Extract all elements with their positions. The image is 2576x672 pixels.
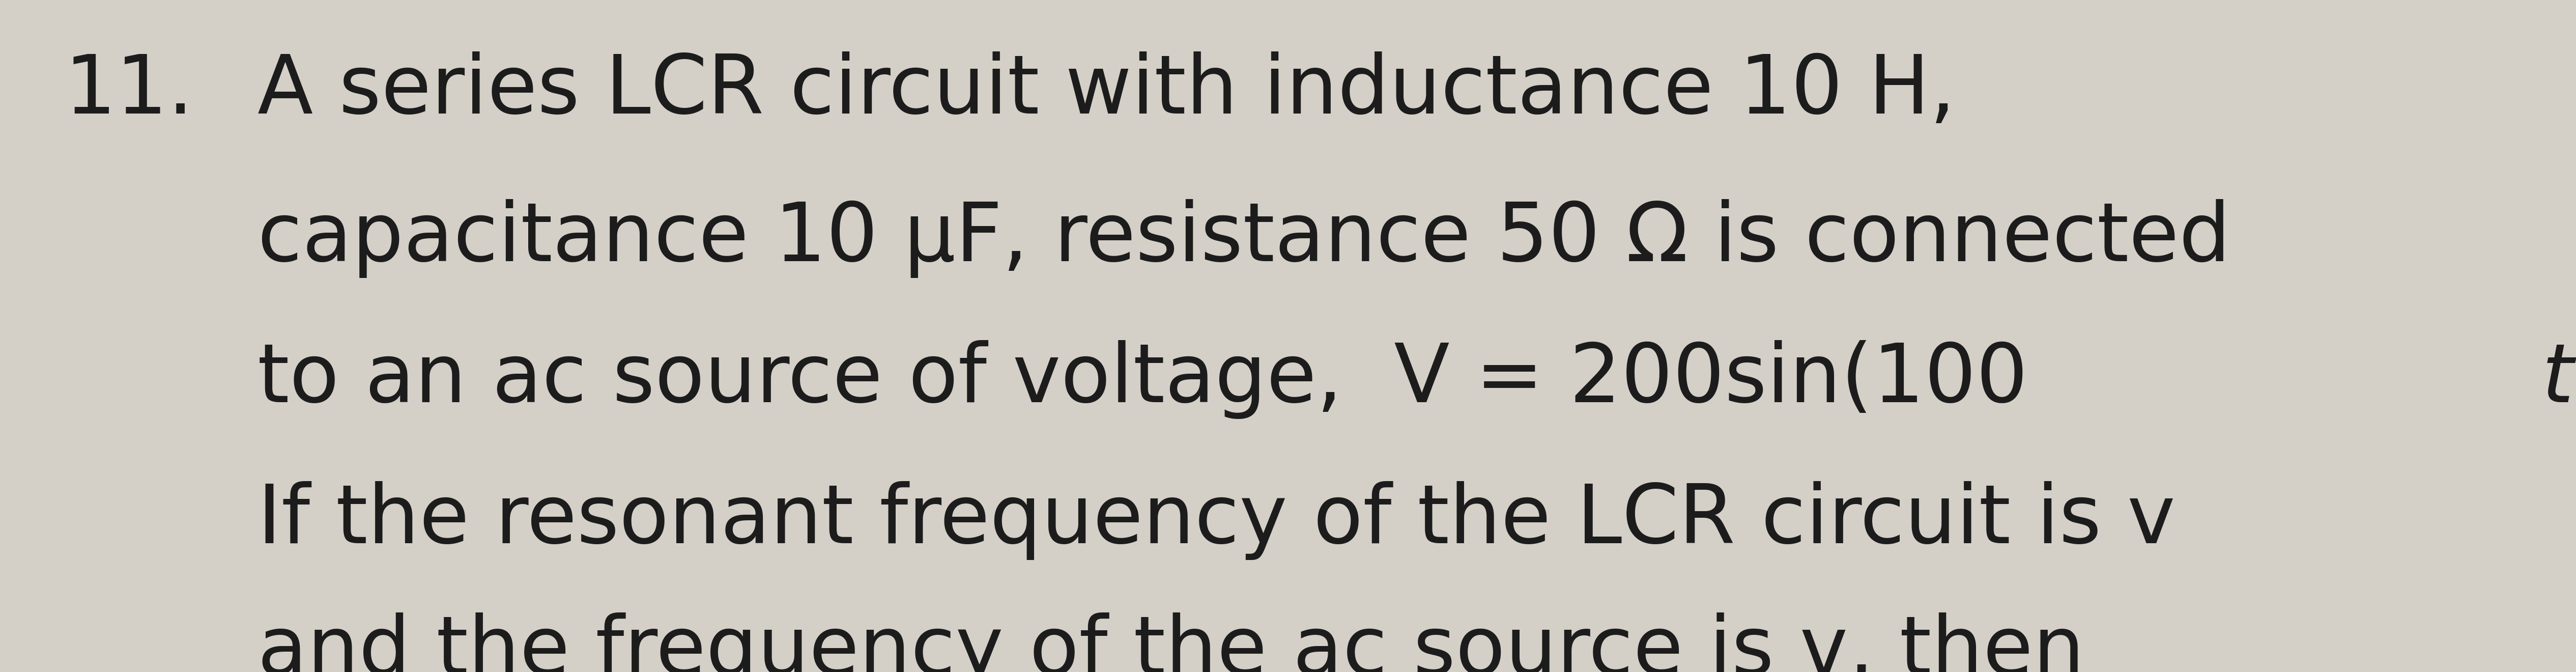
Text: to an ac source of voltage,  V = 200sin(100: to an ac source of voltage, V = 200sin(1… xyxy=(258,340,2027,419)
Text: capacitance 10 μF, resistance 50 Ω is connected: capacitance 10 μF, resistance 50 Ω is co… xyxy=(258,199,2231,278)
Text: If the resonant frequency of the LCR circuit is v: If the resonant frequency of the LCR cir… xyxy=(258,481,2174,560)
Text: A series LCR circuit with inductance 10 H,: A series LCR circuit with inductance 10 … xyxy=(258,51,1955,130)
Text: t: t xyxy=(2543,340,2573,419)
Text: 11.: 11. xyxy=(64,51,193,130)
Text: and the frequency of the ac source is v, then: and the frequency of the ac source is v,… xyxy=(258,612,2084,672)
